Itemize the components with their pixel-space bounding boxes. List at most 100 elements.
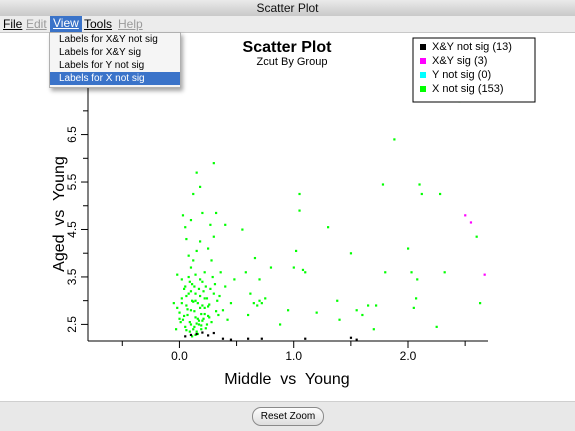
data-point bbox=[221, 309, 225, 312]
window-title: Scatter Plot bbox=[256, 1, 319, 15]
plot-area[interactable]: Scatter Plot Zcut By Group 0.0 1.0 2.0 2.5 3… bbox=[0, 33, 575, 401]
legend-label: X&Y not sig (13) bbox=[432, 41, 512, 53]
data-point bbox=[226, 318, 229, 321]
data-point bbox=[215, 211, 218, 215]
data-point bbox=[183, 287, 186, 290]
data-point bbox=[315, 311, 318, 314]
data-point bbox=[375, 304, 378, 307]
data-point bbox=[205, 297, 209, 300]
data-point bbox=[201, 319, 204, 322]
data-point bbox=[175, 328, 178, 331]
menu-item-labels-y-not-sig[interactable]: Labels for Y not sig bbox=[59, 60, 145, 71]
data-point bbox=[287, 309, 290, 312]
data-point bbox=[215, 310, 218, 313]
data-point bbox=[483, 273, 486, 276]
data-point bbox=[192, 328, 195, 331]
menu-edit[interactable]: Edit bbox=[26, 17, 47, 31]
data-point bbox=[249, 292, 252, 295]
menu-tools[interactable]: Tools bbox=[84, 17, 113, 31]
data-point bbox=[256, 304, 259, 307]
data-point bbox=[218, 294, 221, 298]
legend-swatch bbox=[420, 72, 426, 78]
data-point bbox=[204, 285, 207, 288]
data-point bbox=[194, 299, 197, 302]
data-point bbox=[269, 266, 273, 269]
data-point bbox=[176, 273, 179, 276]
legend-label: X not sig (153) bbox=[432, 83, 504, 95]
data-point bbox=[304, 337, 307, 340]
data-point bbox=[260, 302, 263, 305]
scatter-plot[interactable]: Scatter Plot Zcut By Group 0.0 1.0 2.0 2.5 3… bbox=[0, 33, 575, 401]
data-point bbox=[212, 162, 215, 165]
menu-item-labels-xy-not-sig[interactable]: Labels for X&Y not sig bbox=[59, 34, 158, 45]
menu-item-labels-x-not-sig[interactable]: Labels for X not sig bbox=[50, 72, 180, 85]
data-point bbox=[208, 303, 211, 306]
menu-item-labels-xy-sig[interactable]: Labels for X&Y sig bbox=[59, 47, 142, 58]
menu-view[interactable]: View bbox=[50, 16, 82, 32]
data-point bbox=[196, 317, 199, 320]
data-point bbox=[207, 305, 210, 308]
data-point bbox=[209, 223, 212, 226]
data-point bbox=[208, 316, 211, 319]
data-point bbox=[229, 338, 233, 341]
data-point bbox=[180, 302, 183, 305]
data-point bbox=[304, 271, 307, 274]
menu-bar: File Edit View Tools Help bbox=[0, 16, 575, 33]
data-point bbox=[187, 275, 190, 279]
data-point bbox=[327, 226, 330, 229]
data-point bbox=[209, 287, 212, 290]
data-point bbox=[195, 171, 198, 174]
data-point bbox=[199, 185, 202, 188]
data-point bbox=[185, 237, 188, 241]
data-point bbox=[184, 325, 187, 328]
data-point bbox=[210, 259, 213, 262]
chart-subtitle: Zcut By Group bbox=[257, 56, 328, 68]
data-point bbox=[301, 268, 305, 272]
data-point bbox=[233, 278, 236, 281]
data-point bbox=[420, 192, 423, 196]
data-point bbox=[264, 297, 267, 300]
data-point bbox=[212, 292, 215, 295]
data-point bbox=[197, 319, 201, 322]
menu-help[interactable]: Help bbox=[118, 17, 143, 31]
data-point bbox=[384, 271, 387, 274]
data-point bbox=[192, 192, 195, 196]
data-point bbox=[199, 278, 202, 281]
data-point bbox=[184, 285, 187, 288]
data-point bbox=[258, 278, 261, 281]
data-point bbox=[191, 283, 194, 286]
legend-swatch bbox=[420, 58, 426, 64]
data-point bbox=[295, 249, 298, 253]
data-point bbox=[298, 192, 301, 196]
data-point bbox=[189, 266, 193, 269]
data-point bbox=[189, 290, 193, 293]
data-point bbox=[176, 306, 179, 309]
data-point bbox=[202, 290, 205, 293]
legend-swatch bbox=[420, 44, 426, 50]
data-points bbox=[172, 100, 486, 341]
data-point bbox=[224, 223, 227, 226]
data-point bbox=[178, 311, 181, 314]
data-point bbox=[180, 278, 183, 281]
reset-zoom-button[interactable]: Reset Zoom bbox=[252, 407, 324, 426]
data-point bbox=[204, 327, 207, 330]
data-point bbox=[199, 294, 202, 298]
x-tick-label: 0.0 bbox=[171, 349, 188, 363]
data-point bbox=[201, 331, 204, 334]
data-point bbox=[479, 302, 482, 305]
data-point bbox=[221, 337, 225, 340]
y-tick-label: 3.5 bbox=[65, 268, 79, 285]
data-point bbox=[184, 335, 187, 338]
data-point bbox=[192, 259, 195, 262]
x-tick-label: 1.0 bbox=[285, 349, 302, 363]
data-point bbox=[247, 313, 250, 317]
menu-file[interactable]: File bbox=[3, 17, 23, 31]
data-point bbox=[355, 309, 358, 312]
window-titlebar[interactable]: Scatter Plot bbox=[0, 0, 575, 17]
data-point bbox=[475, 235, 478, 238]
data-point bbox=[189, 309, 193, 312]
data-point bbox=[416, 278, 419, 281]
data-point bbox=[202, 317, 205, 320]
data-point bbox=[217, 313, 220, 317]
data-point bbox=[213, 283, 217, 286]
